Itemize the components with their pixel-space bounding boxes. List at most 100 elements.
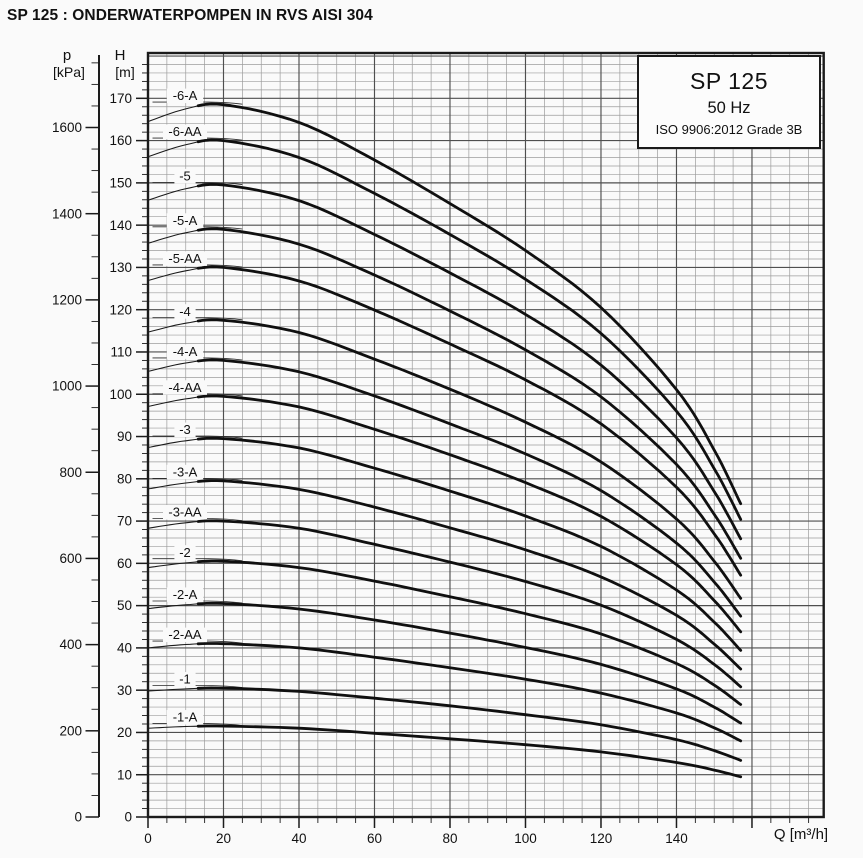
curve-leader-2 [152,558,243,562]
pump-curve-3 [196,436,743,652]
pressure-tick-label: 1600 [52,120,82,135]
curve-label-6-AA: -6-AA [168,124,202,139]
pump-curve-thin-start-4 [147,320,199,333]
pump-curve-thin-start-2 [147,561,199,569]
grid-major [148,53,824,817]
pump-curve-6-AA [196,138,743,521]
pump-curve-thin-start-6-A [147,105,199,123]
head-tick-label: 30 [117,683,132,698]
curve-label-6-A: -6-A [173,88,198,103]
pump-curve-thin-start-5-A [147,229,199,244]
curve-leader-5-AA [152,264,243,268]
pump-curve-thin-start-4-AA [147,396,199,408]
head-tick-label: 90 [117,429,132,444]
pressure-tick-label: 1400 [52,206,82,221]
curve-leader-5 [152,182,243,186]
head-tick-label: 120 [109,302,132,317]
pressure-tick-label: 600 [59,551,82,566]
head-tick-label: 60 [117,556,132,571]
chart-title: SP 125 : ONDERWATERPOMPEN IN RVS AISI 30… [7,7,373,24]
pump-curve-thin-start-2-AA [147,643,199,649]
pump-curve-2 [196,559,743,706]
curve-label-3-A: -3-A [173,464,198,479]
head-tick-label: 20 [117,725,132,740]
curve-leader-4-A [152,357,243,361]
pump-curve-5 [196,183,743,541]
pressure-tick-label: 1200 [52,292,82,307]
legend-frequency: 50 Hz [707,98,751,117]
curve-label-4: -4 [179,304,191,319]
curve-leader-6-AA [152,137,243,141]
pump-curve-thin-start-5-AA [147,267,199,282]
legend-standard: ISO 9906:2012 Grade 3B [655,121,803,137]
curve-leader-4 [152,317,243,321]
flow-axis-label: Q [m³/h] [773,826,829,843]
curve-labels: -6-A -6-AA -5 -5-A -5-AA -4 -4-A -4-AA -3 -3-A -3-… [163,88,207,725]
legend-model: SP 125 [689,67,769,94]
flow-axis-ticks: 0 20 40 60 80 100 120 140 [144,817,810,846]
pump-curve-1 [196,686,743,762]
curve-label-1-A: -1-A [173,710,198,725]
curve-leader-3 [152,435,243,439]
head-tick-label: 80 [117,471,132,486]
curve-leader-3-A [152,477,243,481]
plot-frame [146,51,825,819]
head-tick-label: 70 [117,514,132,529]
pressure-tick-label: 200 [59,723,82,738]
head-tick-label: 110 [110,345,132,360]
head-tick-label: 40 [117,641,132,656]
pressure-axis: 1600 1400 1200 1000 800 600 400 200 0 [52,55,100,825]
head-tick-label: 130 [109,260,132,275]
curve-label-3-AA: -3-AA [168,505,202,520]
pump-curve-thin-start-4-A [147,360,199,372]
pump-curve-4-AA [196,394,743,634]
flow-tick-label: 0 [144,831,152,846]
flow-tick-label: 20 [216,831,231,846]
pump-curve-4-A [196,358,743,618]
curve-label-5-AA: -5-AA [168,251,202,266]
curve-leader-5-A [152,226,243,230]
flow-tick-label: 140 [665,831,688,846]
head-tick-label: 50 [117,598,132,613]
pump-curve-thin-start-1 [147,687,199,692]
pressure-tick-label: 400 [59,637,82,652]
curve-label-1: -1 [179,672,191,687]
legend-box: SP 125 50 Hz ISO 9906:2012 Grade 3B [637,55,821,149]
pump-curve-thin-start-3 [147,438,199,449]
flow-tick-label: 60 [367,831,382,846]
curve-label-4-A: -4-A [173,344,198,359]
pump-curve-thin-start-2-A [147,603,199,610]
head-axis-symbol: H [114,47,126,64]
head-tick-label: 140 [109,218,132,233]
pump-curve-thin-start-5 [147,185,199,201]
head-tick-label: 170 [109,91,132,106]
pressure-axis-symbol: p [62,47,72,64]
pump-curve-1-A [196,724,743,779]
curve-leader-4-AA [152,393,243,397]
pump-curve-6-A [196,102,743,506]
curve-label-2-AA: -2-AA [168,627,202,642]
pump-curve-thin-start-6-AA [147,141,199,158]
pressure-tick-label: 800 [59,465,82,480]
curve-label-2: -2 [179,545,191,560]
curve-label-5: -5 [179,169,191,184]
curve-leader-6-A [152,101,243,105]
pump-curve-3-AA [196,519,743,689]
pressure-tick-label: 0 [74,810,82,825]
pump-curve-thin-start-3-A [147,480,199,490]
pressure-axis-unit: [kPa] [53,64,85,80]
pump-curve-4 [196,318,743,600]
head-tick-label: 0 [124,810,132,825]
flow-tick-label: 40 [291,831,306,846]
head-tick-label: 10 [117,767,132,782]
pump-curve-3-A [196,479,743,671]
curve-label-3: -3 [179,422,191,437]
flow-tick-label: 80 [442,831,457,846]
curve-leader-2-AA [152,640,243,644]
head-tick-label: 160 [109,133,132,148]
curve-leader-2-A [152,600,243,604]
pump-curve-thin-start-1-A [147,725,199,729]
head-axis-unit: [m] [115,64,135,80]
head-tick-label: 150 [109,175,132,190]
